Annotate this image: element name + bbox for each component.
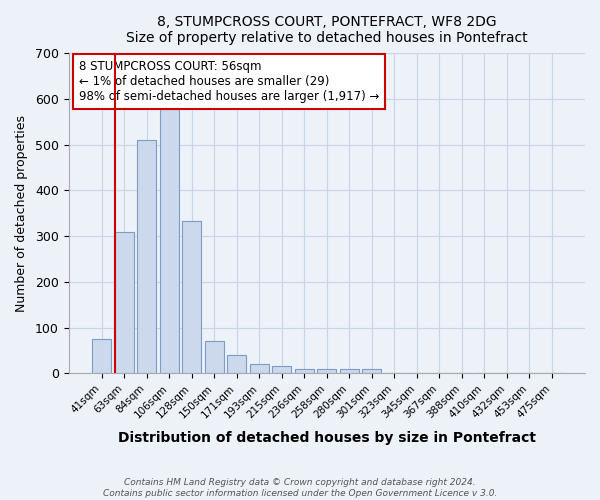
Bar <box>317 368 337 374</box>
Bar <box>205 342 224 374</box>
Bar <box>115 232 134 374</box>
Bar <box>362 368 382 374</box>
Bar <box>160 109 179 374</box>
Text: 8 STUMPCROSS COURT: 56sqm
← 1% of detached houses are smaller (29)
98% of semi-d: 8 STUMPCROSS COURT: 56sqm ← 1% of detach… <box>79 60 379 102</box>
Bar <box>227 355 247 374</box>
Bar <box>92 339 111 374</box>
Bar <box>137 140 156 374</box>
Bar <box>250 364 269 374</box>
Bar <box>182 221 202 374</box>
X-axis label: Distribution of detached houses by size in Pontefract: Distribution of detached houses by size … <box>118 431 536 445</box>
Text: Contains HM Land Registry data © Crown copyright and database right 2024.
Contai: Contains HM Land Registry data © Crown c… <box>103 478 497 498</box>
Title: 8, STUMPCROSS COURT, PONTEFRACT, WF8 2DG
Size of property relative to detached h: 8, STUMPCROSS COURT, PONTEFRACT, WF8 2DG… <box>126 15 527 45</box>
Y-axis label: Number of detached properties: Number of detached properties <box>15 115 28 312</box>
Bar <box>272 366 292 374</box>
Bar <box>340 368 359 374</box>
Bar <box>295 368 314 374</box>
